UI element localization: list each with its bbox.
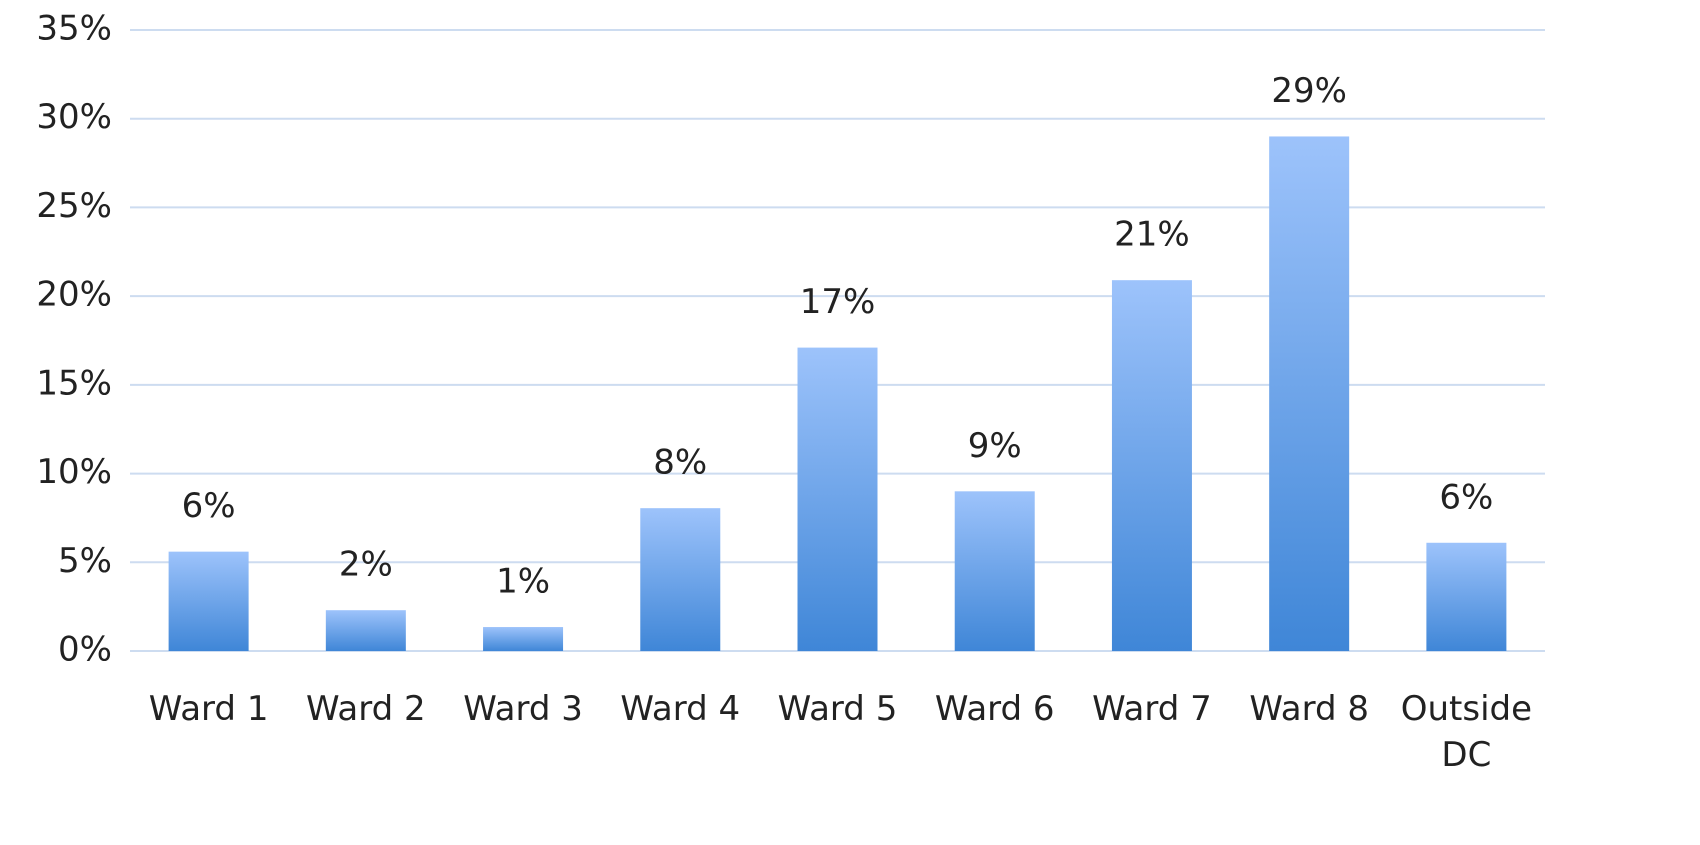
bar — [168, 551, 249, 651]
x-tick-label: Ward 5 — [777, 689, 898, 729]
value-label: 17% — [800, 282, 876, 322]
bar — [640, 508, 721, 651]
bar — [1111, 280, 1192, 651]
x-tick-label: Ward 6 — [934, 689, 1055, 729]
y-tick-label: 35% — [36, 9, 112, 49]
y-tick-label: 0% — [58, 630, 112, 670]
bar — [1426, 542, 1507, 651]
value-label: 8% — [653, 443, 707, 483]
y-tick-label: 30% — [36, 97, 112, 137]
bar — [797, 347, 878, 651]
value-label: 21% — [1114, 215, 1190, 255]
value-label: 6% — [1439, 477, 1493, 517]
x-tick-label: Ward 1 — [148, 689, 269, 729]
x-tick-label: Ward 8 — [1249, 689, 1369, 729]
y-tick-label: 5% — [58, 541, 112, 581]
bar — [483, 627, 564, 651]
y-tick-label: 10% — [36, 452, 112, 492]
x-tick-label: Ward 2 — [305, 689, 426, 729]
bar — [1269, 136, 1350, 651]
x-tick-label: Ward 7 — [1092, 689, 1212, 729]
value-label: 2% — [339, 545, 393, 585]
bar — [954, 491, 1035, 651]
value-label: 29% — [1271, 71, 1347, 111]
x-tick-label: Outside DC — [1400, 689, 1533, 775]
y-tick-label: 25% — [36, 186, 112, 226]
y-tick-label: 20% — [36, 275, 112, 315]
x-tick-label: Ward 3 — [463, 689, 583, 729]
x-tick-label: Ward 4 — [620, 689, 741, 729]
value-label: 1% — [496, 562, 550, 602]
value-label: 9% — [968, 426, 1022, 466]
y-tick-label: 15% — [36, 363, 112, 403]
bar — [325, 610, 406, 651]
value-label: 6% — [182, 486, 236, 526]
